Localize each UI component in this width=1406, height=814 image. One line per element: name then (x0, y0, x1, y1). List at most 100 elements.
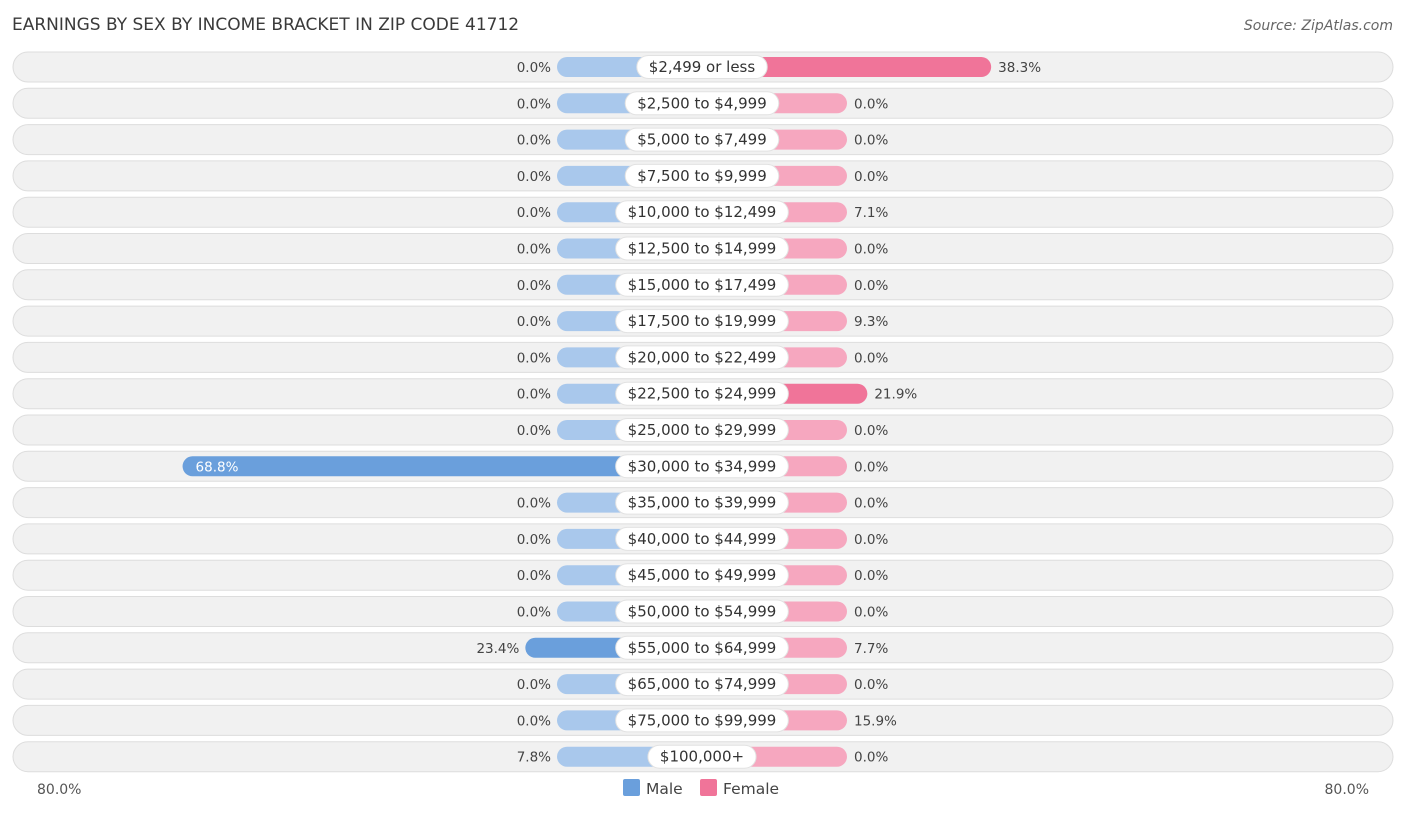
category-pill (615, 708, 789, 733)
value-label-male: 0.0% (517, 713, 551, 729)
category-pill (615, 418, 789, 442)
chart-row: 0.0% 0.0% $15,000 to $17,499 (12, 269, 1394, 301)
bar-female (702, 57, 992, 77)
value-label-male: 0.0% (517, 205, 551, 221)
bar-male (182, 456, 702, 477)
category-pill (624, 91, 780, 116)
category-label: $12,500 to $14,999 (628, 240, 777, 258)
chart-row: 23.4% 7.7% $55,000 to $64,999 (12, 632, 1394, 664)
category-pill (615, 381, 789, 406)
category-pill (624, 127, 780, 152)
chart-row: 0.0% 15.9% $75,000 to $99,999 (12, 704, 1394, 736)
chart-row: 0.0% 21.9% $22,500 to $24,999 (12, 378, 1394, 410)
value-label-female: 0.0% (854, 242, 888, 258)
category-label: $17,500 to $19,999 (628, 312, 777, 330)
value-label-female: 0.0% (854, 532, 888, 548)
category-label: $65,000 to $74,999 (628, 675, 777, 693)
value-label-male: 68.8% (196, 459, 239, 475)
legend-label-female: Female (723, 780, 779, 798)
category-label: $20,000 to $22,499 (628, 348, 777, 366)
category-label: $7,500 to $9,999 (637, 167, 767, 185)
chart-row: 0.0% 0.0% $7,500 to $9,999 (12, 160, 1394, 192)
value-label-male: 0.0% (517, 60, 551, 76)
x-axis-left-label: 80.0% (37, 782, 81, 798)
category-pill (615, 526, 789, 551)
category-label: $40,000 to $44,999 (628, 530, 777, 548)
category-label: $2,500 to $4,999 (637, 94, 767, 112)
value-label-female: 0.0% (854, 750, 888, 766)
category-pill (615, 236, 789, 261)
value-label-male: 0.0% (517, 169, 551, 185)
category-pill (615, 490, 789, 515)
chart-row: 0.0% 38.3% $2,499 or less (12, 51, 1394, 83)
value-label-male: 0.0% (517, 423, 551, 439)
value-label-female: 0.0% (854, 133, 888, 149)
category-pill (615, 272, 789, 297)
chart-row: 0.0% 0.0% $45,000 to $49,999 (12, 559, 1394, 591)
value-label-female: 0.0% (854, 350, 888, 366)
value-label-female: 7.7% (854, 641, 888, 657)
chart-row: 0.0% 0.0% $50,000 to $54,999 (12, 596, 1394, 627)
value-label-male: 0.0% (517, 96, 551, 112)
value-label-female: 9.3% (854, 314, 888, 330)
value-label-female: 0.0% (854, 459, 888, 475)
value-label-female: 0.0% (854, 677, 888, 693)
category-pill (636, 55, 768, 79)
value-label-male: 0.0% (517, 133, 551, 149)
value-label-female: 0.0% (854, 496, 888, 512)
category-label: $100,000+ (660, 748, 744, 766)
value-label-male: 0.0% (517, 314, 551, 330)
chart-row: 7.8% 0.0% $100,000+ (12, 741, 1394, 773)
value-label-male: 0.0% (517, 677, 551, 693)
value-label-female: 7.1% (854, 205, 888, 221)
category-label: $55,000 to $64,999 (628, 639, 777, 657)
category-pill (615, 563, 789, 588)
category-pill (615, 454, 789, 479)
chart-row: 0.0% 0.0% $2,500 to $4,999 (12, 87, 1394, 119)
category-pill (624, 163, 780, 188)
value-label-male: 0.0% (517, 387, 551, 403)
value-label-male: 0.0% (517, 496, 551, 512)
value-label-male: 23.4% (476, 641, 519, 657)
value-label-female: 0.0% (854, 278, 888, 294)
value-label-female: 0.0% (854, 423, 888, 439)
legend-label-male: Male (646, 780, 683, 798)
category-pill (615, 309, 789, 334)
chart-title: EARNINGS BY SEX BY INCOME BRACKET IN ZIP… (12, 15, 519, 35)
category-label: $35,000 to $39,999 (628, 494, 777, 512)
value-label-male: 0.0% (517, 242, 551, 258)
legend-swatch-female (700, 779, 717, 796)
legend-swatch-male (623, 779, 640, 796)
category-label: $25,000 to $29,999 (628, 421, 777, 439)
value-label-female: 0.0% (854, 605, 888, 621)
chart-row: 0.0% 0.0% $25,000 to $29,999 (12, 414, 1394, 446)
value-label-female: 0.0% (854, 568, 888, 584)
value-label-female: 15.9% (854, 713, 897, 729)
category-label: $10,000 to $12,499 (628, 203, 777, 221)
chart-row: 0.0% 0.0% $65,000 to $74,999 (12, 668, 1394, 700)
category-pill (615, 635, 789, 660)
legend: Male Female (623, 779, 779, 798)
chart-row: 0.0% 0.0% $5,000 to $7,499 (12, 124, 1394, 156)
value-label-male: 0.0% (517, 350, 551, 366)
value-label-male: 0.0% (517, 605, 551, 621)
value-label-female: 0.0% (854, 169, 888, 185)
value-label-female: 38.3% (998, 60, 1041, 76)
value-label-male: 0.0% (517, 532, 551, 548)
x-axis-right-label: 80.0% (1325, 782, 1369, 798)
category-label: $22,500 to $24,999 (628, 385, 777, 403)
value-label-male: 0.0% (517, 568, 551, 584)
chart-row: 0.0% 0.0% $35,000 to $39,999 (12, 487, 1394, 519)
value-label-male: 7.8% (517, 750, 551, 766)
chart-row: 68.8% 0.0% $30,000 to $34,999 (12, 450, 1394, 482)
category-pill (615, 672, 789, 697)
category-label: $75,000 to $99,999 (628, 711, 777, 729)
category-pill (615, 345, 789, 370)
chart-row: 0.0% 0.0% $20,000 to $22,499 (12, 341, 1394, 373)
category-pill (615, 200, 789, 225)
chart-row: 0.0% 7.1% $10,000 to $12,499 (12, 196, 1394, 228)
chart-row: 0.0% 0.0% $40,000 to $44,999 (12, 523, 1394, 555)
category-label: $45,000 to $49,999 (628, 566, 777, 584)
category-pill (615, 599, 789, 624)
